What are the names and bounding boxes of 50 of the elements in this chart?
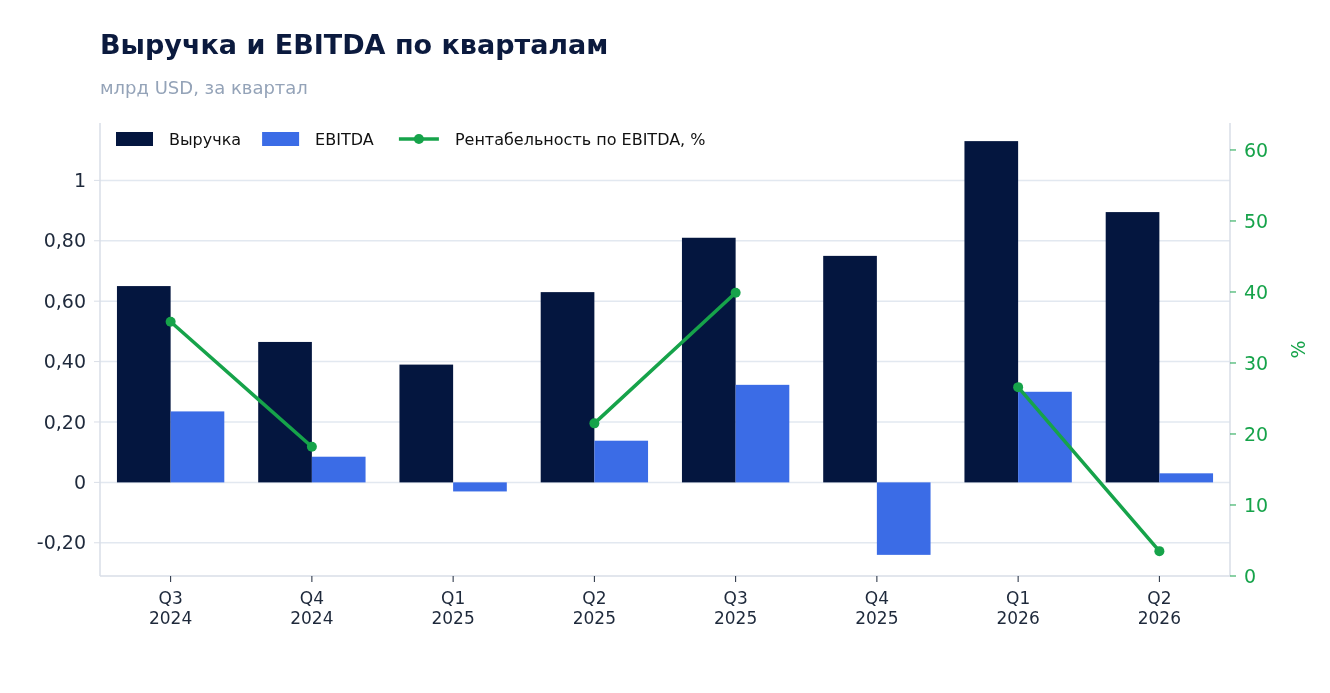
y2-tick-label: 60 [1244, 138, 1269, 161]
x-tick-label: Q3 2025 [713, 588, 758, 628]
bar [116, 286, 171, 483]
legend-label: Выручка [169, 130, 242, 149]
chart-title: Выручка и EBITDA по кварталам [100, 29, 609, 60]
bar [964, 141, 1019, 483]
y-tick-label: 1 [73, 169, 86, 192]
y2-tick-label: 0 [1244, 564, 1257, 587]
bar [681, 237, 736, 483]
bar [876, 482, 931, 555]
bar [258, 341, 312, 483]
bar [170, 411, 225, 483]
y-tick-label: 0 [73, 471, 86, 494]
x-tick-label: Q3 2024 [148, 588, 193, 628]
y-tick-label: -0,20 [36, 531, 86, 554]
x-tick-label: Q4 2024 [290, 588, 334, 628]
y2-axis-title: % [1287, 340, 1309, 359]
bar [594, 440, 649, 483]
bar [311, 456, 366, 483]
point [1154, 546, 1165, 557]
legend-label: Рентабельность по EBITDA, % [454, 130, 706, 149]
y-tick-label: 0,40 [43, 350, 86, 373]
bar [1105, 212, 1160, 483]
x-tick-label: Q2 2026 [1137, 588, 1182, 628]
point [589, 418, 600, 429]
bar [540, 292, 595, 483]
bar [1159, 473, 1214, 483]
point [306, 441, 317, 452]
x-tick-label: Q4 2025 [855, 588, 899, 628]
bar [735, 384, 790, 483]
y2-tick-label: 50 [1244, 209, 1269, 232]
point [1013, 382, 1024, 393]
legend-label: EBITDA [315, 130, 374, 149]
bar [1018, 391, 1072, 483]
y2-tick-label: 20 [1244, 422, 1269, 445]
y-tick-label: 0,80 [43, 229, 86, 252]
x-tick-label: Q2 2025 [572, 588, 617, 628]
y-tick-label: 0,60 [43, 289, 86, 312]
point [165, 316, 176, 327]
x-tick-label: Q1 2026 [996, 588, 1040, 628]
y-tick-label: 0,20 [43, 410, 86, 433]
chart-subtitle: млрд USD, за квартал [100, 77, 308, 98]
x-tick-label: Q1 2025 [431, 588, 475, 628]
y2-tick-label: 40 [1244, 280, 1269, 303]
y2-tick-label: 10 [1244, 493, 1269, 516]
y2-tick-label: 30 [1244, 351, 1269, 374]
point [730, 287, 741, 298]
bar [399, 364, 454, 483]
bar [823, 255, 877, 483]
bar [453, 482, 507, 492]
